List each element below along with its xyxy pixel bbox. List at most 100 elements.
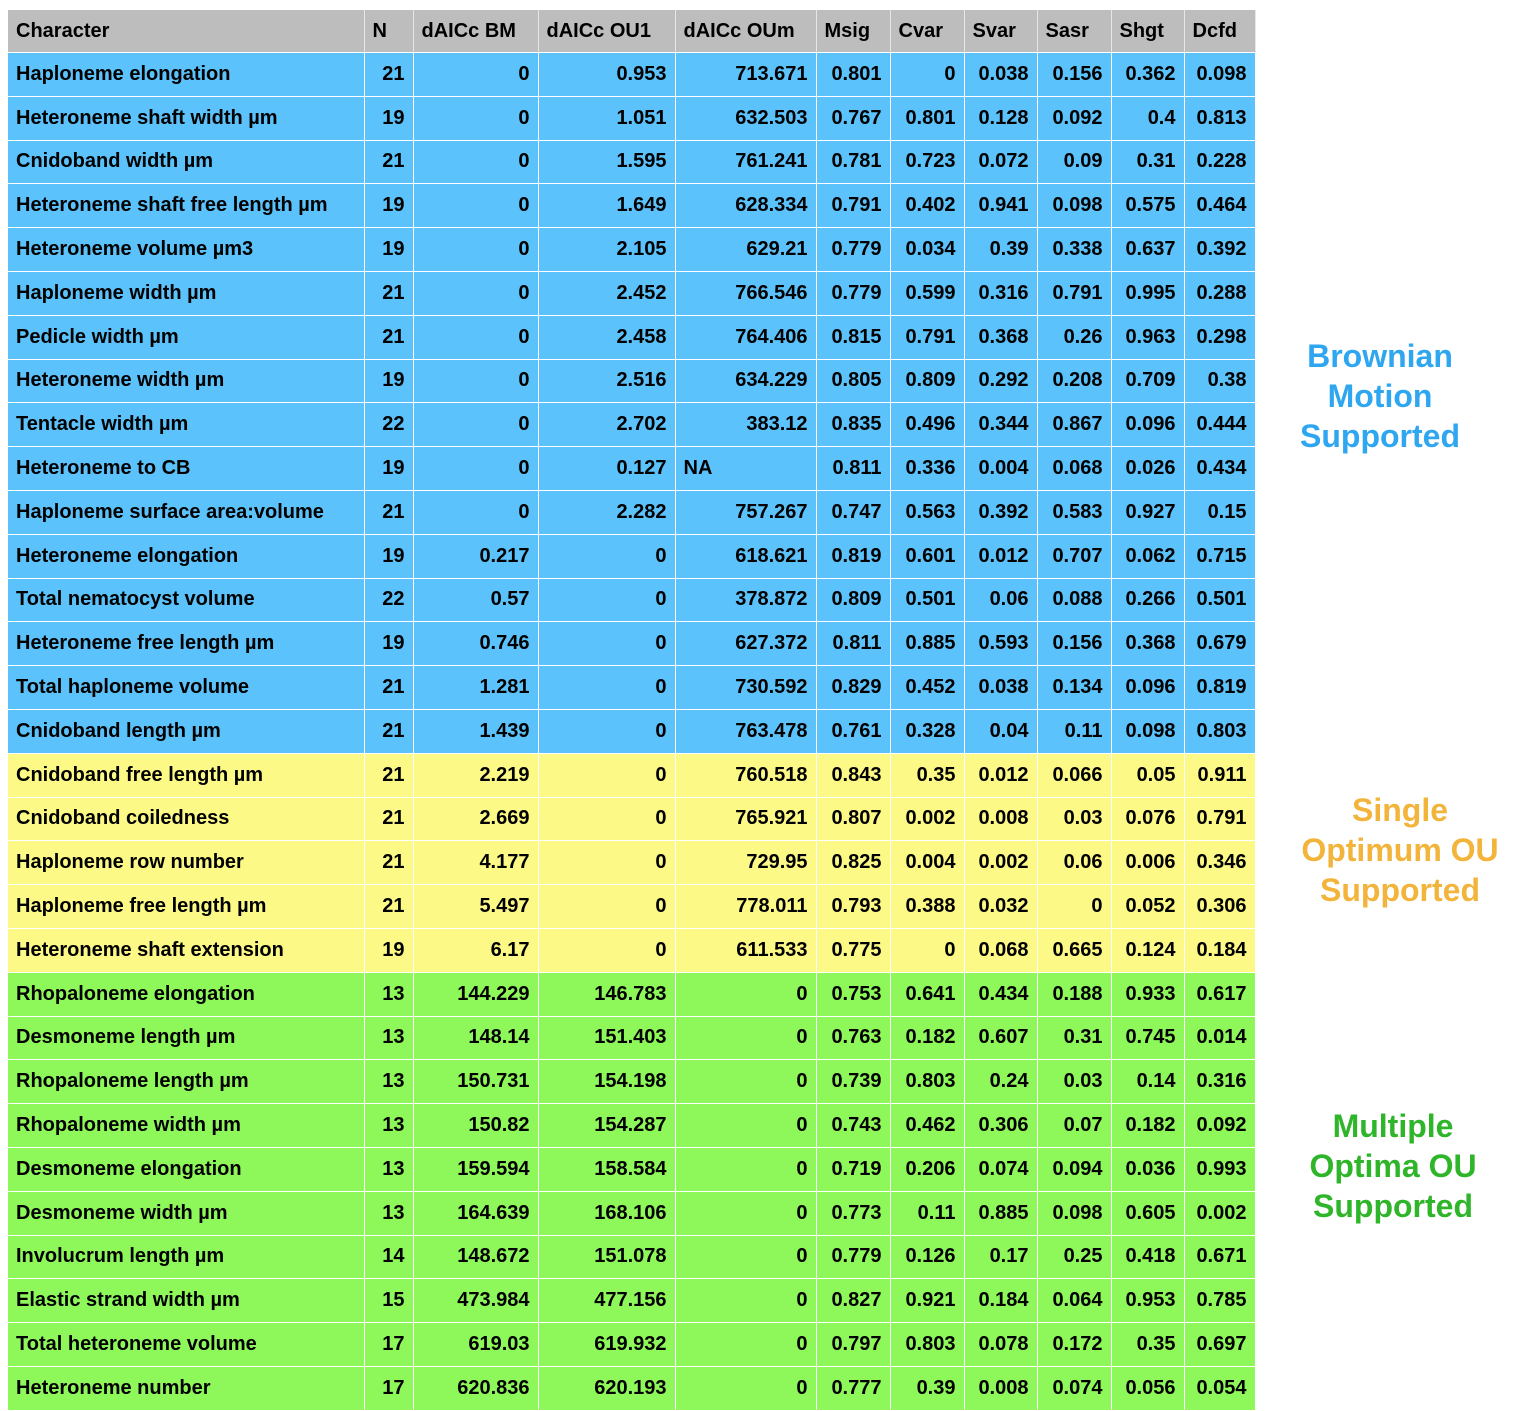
cell-dcfd: 0.002 xyxy=(1184,1191,1256,1236)
cell-dcfd: 0.813 xyxy=(1184,96,1256,141)
cell-daicc-oum: 761.241 xyxy=(675,140,817,185)
cell-cvar: 0.501 xyxy=(890,578,965,623)
cell-n: 19 xyxy=(364,446,414,491)
cell-dcfd: 0.911 xyxy=(1184,753,1256,798)
cell-shgt: 0.35 xyxy=(1111,1322,1185,1367)
cell-daicc-bm: 0 xyxy=(413,227,539,272)
cell-msig: 0.779 xyxy=(816,1235,891,1280)
table-row: Rhopaloneme elongation 13 144.229 146.783 0 0… xyxy=(8,972,1256,1017)
cell-daicc-bm: 2.219 xyxy=(413,753,539,798)
cell-n: 19 xyxy=(364,359,414,404)
cell-msig: 0.753 xyxy=(816,972,891,1017)
cell-character: Haploneme row number xyxy=(8,840,365,886)
cell-daicc-oum: 0 xyxy=(675,1016,817,1061)
group-label-line: Single xyxy=(1351,792,1448,828)
cell-svar: 0.941 xyxy=(964,183,1038,229)
cell-character: Total haploneme volume xyxy=(8,665,365,710)
cell-daicc-ou1: 0.127 xyxy=(538,446,676,491)
cell-svar: 0.128 xyxy=(964,96,1038,141)
cell-svar: 0.008 xyxy=(964,797,1038,842)
cell-shgt: 0.605 xyxy=(1111,1191,1185,1236)
cell-svar: 0.004 xyxy=(964,446,1038,491)
cell-daicc-oum: 729.95 xyxy=(675,840,817,886)
cell-sasr: 0.094 xyxy=(1037,1147,1112,1192)
cell-dcfd: 0.228 xyxy=(1184,140,1256,185)
cell-msig: 0.809 xyxy=(816,578,891,623)
cell-shgt: 0.745 xyxy=(1111,1016,1185,1061)
cell-daicc-bm: 0 xyxy=(413,183,539,229)
cell-svar: 0.306 xyxy=(964,1103,1038,1148)
cell-character: Desmoneme elongation xyxy=(8,1147,365,1192)
cell-n: 21 xyxy=(364,52,414,97)
cell-n: 17 xyxy=(364,1322,414,1367)
table-row: Pedicle width µm 21 0 2.458 764.406 0.815 0.79… xyxy=(8,315,1256,360)
cell-daicc-oum: 764.406 xyxy=(675,315,817,360)
cell-svar: 0.068 xyxy=(964,928,1038,973)
cell-daicc-bm: 4.177 xyxy=(413,840,539,886)
table-body: Haploneme elongation 21 0 0.953 713.671 0.801… xyxy=(8,52,1256,1411)
cell-msig: 0.811 xyxy=(816,621,891,667)
group-label-line: Supported xyxy=(1313,1188,1473,1224)
cell-shgt: 0.266 xyxy=(1111,578,1185,623)
cell-character: Total heteroneme volume xyxy=(8,1322,365,1367)
cell-daicc-bm: 0.57 xyxy=(413,578,539,623)
cell-svar: 0.316 xyxy=(964,271,1038,316)
cell-msig: 0.793 xyxy=(816,884,891,929)
table-row: Total nematocyst volume 22 0.57 0 378.872 0.8… xyxy=(8,578,1256,623)
cell-daicc-oum: 378.872 xyxy=(675,578,817,623)
table-row: Rhopaloneme width µm 13 150.82 154.287 0 0.74… xyxy=(8,1103,1256,1148)
cell-daicc-oum: 757.267 xyxy=(675,490,817,535)
cell-shgt: 0.4 xyxy=(1111,96,1185,141)
cell-msig: 0.781 xyxy=(816,140,891,185)
cell-sasr: 0.09 xyxy=(1037,140,1112,185)
table-row: Heteroneme free length µm 19 0.746 0 627.372… xyxy=(8,621,1256,667)
cell-daicc-oum: 632.503 xyxy=(675,96,817,141)
cell-dcfd: 0.671 xyxy=(1184,1235,1256,1280)
table-row: Desmoneme length µm 13 148.14 151.403 0 0.763… xyxy=(8,1016,1256,1061)
cell-sasr: 0.188 xyxy=(1037,972,1112,1017)
cell-msig: 0.805 xyxy=(816,359,891,404)
table-row: Desmoneme width µm 13 164.639 168.106 0 0.773… xyxy=(8,1191,1256,1236)
cell-shgt: 0.933 xyxy=(1111,972,1185,1017)
cell-dcfd: 0.014 xyxy=(1184,1016,1256,1061)
cell-msig: 0.775 xyxy=(816,928,891,973)
cell-svar: 0.344 xyxy=(964,402,1038,448)
cell-daicc-ou1: 0 xyxy=(538,840,676,886)
cell-daicc-ou1: 0 xyxy=(538,928,676,973)
cell-sasr: 0.156 xyxy=(1037,52,1112,97)
cell-character: Total nematocyst volume xyxy=(8,578,365,623)
cell-daicc-ou1: 168.106 xyxy=(538,1191,676,1236)
cell-daicc-bm: 148.672 xyxy=(413,1235,539,1280)
cell-character: Rhopaloneme width µm xyxy=(8,1103,365,1148)
cell-msig: 0.843 xyxy=(816,753,891,798)
cell-daicc-oum: 0 xyxy=(675,1147,817,1192)
cell-shgt: 0.062 xyxy=(1111,534,1185,579)
table-row: Heteroneme shaft width µm 19 0 1.051 632.503… xyxy=(8,96,1256,141)
cell-shgt: 0.056 xyxy=(1111,1366,1185,1411)
table-row: Cnidoband coiledness 21 2.669 0 765.921 0.807… xyxy=(8,797,1256,842)
table-row: Heteroneme elongation 19 0.217 0 618.621 0.81… xyxy=(8,534,1256,579)
cell-daicc-oum: 766.546 xyxy=(675,271,817,316)
cell-svar: 0.184 xyxy=(964,1278,1038,1324)
cell-sasr: 0.074 xyxy=(1037,1366,1112,1411)
cell-daicc-ou1: 0 xyxy=(538,753,676,798)
cell-sasr: 0.098 xyxy=(1037,183,1112,229)
table-row: Haploneme width µm 21 0 2.452 766.546 0.779 0.… xyxy=(8,271,1256,316)
cell-daicc-ou1: 2.105 xyxy=(538,227,676,272)
cell-n: 13 xyxy=(364,972,414,1017)
cell-cvar: 0.641 xyxy=(890,972,965,1017)
cell-shgt: 0.418 xyxy=(1111,1235,1185,1280)
cell-character: Haploneme width µm xyxy=(8,271,365,316)
cell-shgt: 0.362 xyxy=(1111,52,1185,97)
cell-daicc-bm: 164.639 xyxy=(413,1191,539,1236)
cell-n: 21 xyxy=(364,271,414,316)
cell-n: 21 xyxy=(364,490,414,535)
cell-sasr: 0 xyxy=(1037,884,1112,929)
cell-shgt: 0.05 xyxy=(1111,753,1185,798)
cell-msig: 0.743 xyxy=(816,1103,891,1148)
cell-sasr: 0.665 xyxy=(1037,928,1112,973)
cell-character: Involucrum length µm xyxy=(8,1235,365,1280)
cell-n: 19 xyxy=(364,183,414,229)
header-row: Character N dAICc BM dAICc OU1 dAICc OUm… xyxy=(8,10,1256,53)
cell-sasr: 0.791 xyxy=(1037,271,1112,316)
